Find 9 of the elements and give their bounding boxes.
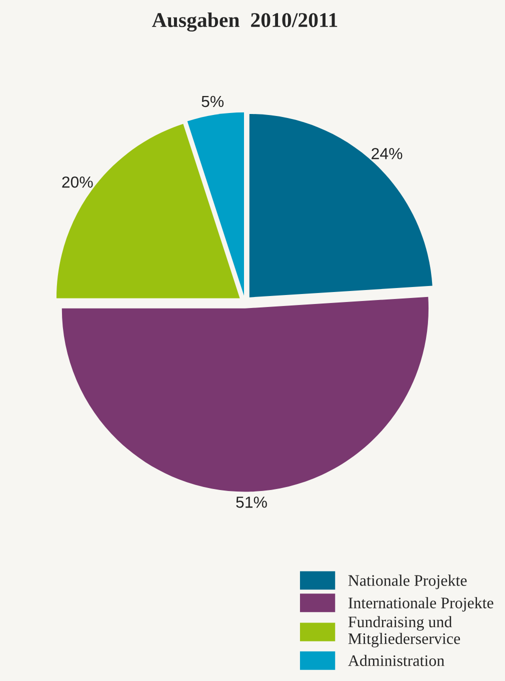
data-label: 51%: [236, 496, 267, 508]
legend-label: Fundraising und Mitgliederservice: [348, 616, 460, 648]
data-label: 5%: [202, 96, 224, 108]
chart-title: Ausgaben 2010/2011: [152, 12, 338, 32]
data-label: 24%: [372, 148, 402, 160]
legend-label: Administration: [348, 654, 444, 666]
data-label: 20%: [62, 176, 93, 188]
legend-label: Internationale Projekte: [348, 597, 494, 612]
legend-label: Nationale Projekte: [348, 574, 467, 590]
